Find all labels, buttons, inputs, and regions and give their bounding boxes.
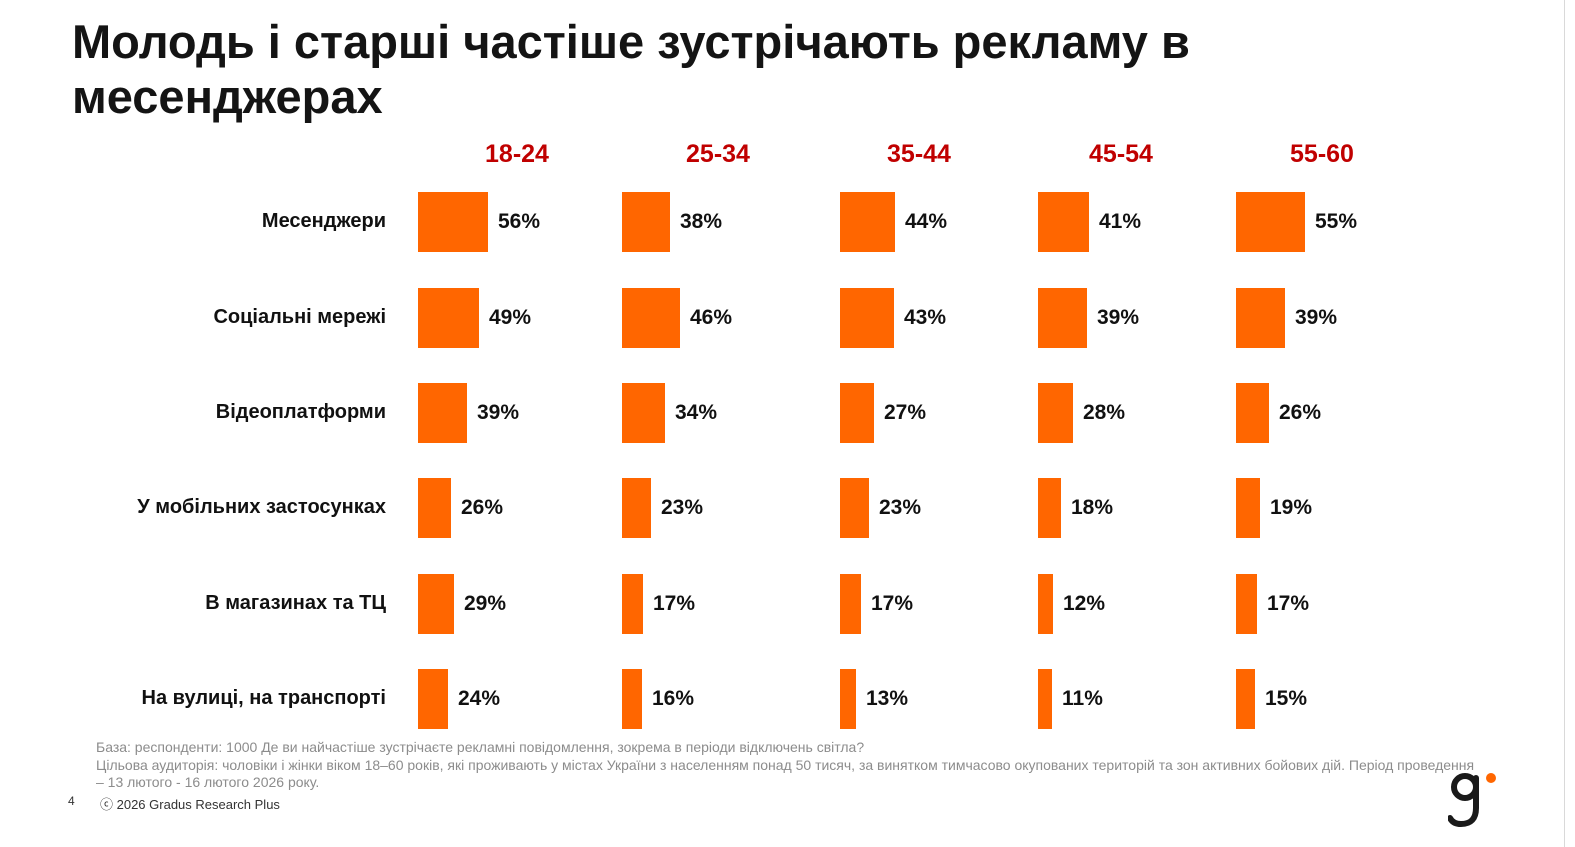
value-label-45-54-3: 18% bbox=[1071, 496, 1114, 519]
value-label-18-24-3: 26% bbox=[461, 496, 504, 519]
value-label-25-34-4: 17% bbox=[653, 592, 696, 615]
age-group-header-45-54: 45-54 bbox=[1089, 140, 1153, 168]
bar-18-24-0 bbox=[418, 192, 488, 252]
bar-25-34-1 bbox=[622, 288, 680, 348]
value-label-35-44-2: 27% bbox=[884, 401, 927, 424]
value-label-55-60-5: 15% bbox=[1265, 687, 1308, 710]
bar-45-54-3 bbox=[1038, 478, 1061, 538]
category-label-1: Соціальні мережі bbox=[213, 306, 386, 328]
value-label-25-34-0: 38% bbox=[680, 210, 723, 233]
bar-35-44-5 bbox=[840, 669, 856, 729]
bar-35-44-0 bbox=[840, 192, 895, 252]
value-label-55-60-0: 55% bbox=[1315, 210, 1358, 233]
category-label-3: У мобільних застосунках bbox=[137, 496, 386, 518]
bar-25-34-5 bbox=[622, 669, 642, 729]
bar-25-34-2 bbox=[622, 383, 665, 443]
bar-18-24-4 bbox=[418, 574, 454, 634]
slide-edge-divider bbox=[1564, 0, 1565, 847]
category-label-4: В магазинах та ТЦ bbox=[205, 592, 386, 614]
page-number: 4 bbox=[68, 794, 75, 808]
bar-55-60-3 bbox=[1236, 478, 1260, 538]
value-label-55-60-2: 26% bbox=[1279, 401, 1322, 424]
bar-45-54-1 bbox=[1038, 288, 1087, 348]
copyright-text: ⓒ 2026 Gradus Research Plus bbox=[100, 797, 280, 812]
bar-25-34-0 bbox=[622, 192, 670, 252]
category-label-2: Відеоплатформи bbox=[215, 401, 386, 423]
value-label-25-34-2: 34% bbox=[675, 401, 718, 424]
value-label-35-44-1: 43% bbox=[904, 306, 947, 329]
bar-45-54-0 bbox=[1038, 192, 1089, 252]
value-label-18-24-2: 39% bbox=[477, 401, 520, 424]
value-label-45-54-2: 28% bbox=[1083, 401, 1126, 424]
bar-35-44-2 bbox=[840, 383, 874, 443]
bar-45-54-5 bbox=[1038, 669, 1052, 729]
value-label-35-44-4: 17% bbox=[871, 592, 914, 615]
category-label-5: На вулиці, на транспорті bbox=[141, 687, 386, 709]
bar-18-24-5 bbox=[418, 669, 448, 729]
bar-55-60-2 bbox=[1236, 383, 1269, 443]
bar-55-60-5 bbox=[1236, 669, 1255, 729]
bar-25-34-4 bbox=[622, 574, 643, 634]
value-label-35-44-5: 13% bbox=[866, 687, 909, 710]
bar-45-54-2 bbox=[1038, 383, 1073, 443]
age-group-header-35-44: 35-44 bbox=[887, 140, 951, 168]
bar-18-24-2 bbox=[418, 383, 467, 443]
bar-55-60-4 bbox=[1236, 574, 1257, 634]
category-label-0: Месенджери bbox=[261, 210, 386, 232]
bar-45-54-4 bbox=[1038, 574, 1053, 634]
value-label-25-34-3: 23% bbox=[661, 496, 704, 519]
value-label-18-24-5: 24% bbox=[458, 687, 501, 710]
bar-35-44-1 bbox=[840, 288, 894, 348]
value-label-55-60-3: 19% bbox=[1270, 496, 1313, 519]
gradus-g-logo-icon bbox=[1448, 773, 1496, 828]
value-label-18-24-0: 56% bbox=[498, 210, 541, 233]
value-label-55-60-4: 17% bbox=[1267, 592, 1310, 615]
value-label-25-34-5: 16% bbox=[652, 687, 695, 710]
bar-25-34-3 bbox=[622, 478, 651, 538]
age-group-header-55-60: 55-60 bbox=[1290, 140, 1354, 168]
bar-18-24-3 bbox=[418, 478, 451, 538]
bar-35-44-4 bbox=[840, 574, 861, 634]
bar-18-24-1 bbox=[418, 288, 479, 348]
value-label-45-54-0: 41% bbox=[1099, 210, 1142, 233]
age-group-header-18-24: 18-24 bbox=[485, 140, 549, 168]
value-label-45-54-5: 11% bbox=[1062, 687, 1103, 710]
age-group-header-25-34: 25-34 bbox=[686, 140, 750, 168]
value-label-25-34-1: 46% bbox=[690, 306, 733, 329]
value-label-18-24-4: 29% bbox=[464, 592, 507, 615]
footnote-base: База: респонденти: 1000 Де ви найчастіше… bbox=[96, 739, 865, 755]
value-label-45-54-1: 39% bbox=[1097, 306, 1140, 329]
footnote-audience: Цільова аудиторія: чоловіки і жінки віко… bbox=[96, 757, 1475, 790]
value-label-18-24-1: 49% bbox=[489, 306, 532, 329]
value-label-35-44-0: 44% bbox=[905, 210, 948, 233]
bar-55-60-0 bbox=[1236, 192, 1305, 252]
slide-title: Молодь і старші частіше зустрічають рекл… bbox=[72, 15, 1190, 123]
value-label-55-60-1: 39% bbox=[1295, 306, 1338, 329]
bar-55-60-1 bbox=[1236, 288, 1285, 348]
value-label-35-44-3: 23% bbox=[879, 496, 922, 519]
value-label-45-54-4: 12% bbox=[1063, 592, 1106, 615]
bar-35-44-3 bbox=[840, 478, 869, 538]
